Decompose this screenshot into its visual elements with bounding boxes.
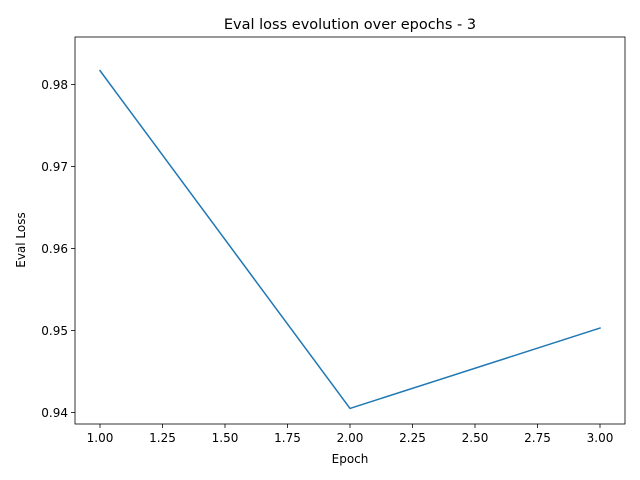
y-tick-label: 0.98 bbox=[41, 78, 68, 92]
x-tick-label: 1.00 bbox=[87, 431, 114, 445]
plot-area: 1.00 1.25 1.50 1.75 2.00 2.25 2.50 2.75 3.00 0.94… bbox=[41, 36, 626, 445]
x-tick-label: 2.50 bbox=[462, 431, 489, 445]
y-tick-label: 0.95 bbox=[41, 324, 68, 338]
x-tick-label: 2.00 bbox=[337, 431, 364, 445]
x-tick-label: 1.75 bbox=[274, 431, 301, 445]
x-tick-label: 1.25 bbox=[149, 431, 176, 445]
y-tick-label: 0.94 bbox=[41, 406, 68, 420]
series-line-0 bbox=[98, 69, 601, 410]
x-tick-label: 2.75 bbox=[524, 431, 551, 445]
x-tick-label: 3.00 bbox=[587, 431, 614, 445]
x-tick-label: 1.50 bbox=[212, 431, 239, 445]
chart-title: Eval loss evolution over epochs - 3 bbox=[224, 17, 476, 33]
x-tick-label: 2.25 bbox=[399, 431, 426, 445]
y-tick-label: 0.97 bbox=[41, 160, 68, 174]
y-axis-label: Eval Loss bbox=[14, 212, 28, 268]
y-tick-label: 0.96 bbox=[41, 242, 68, 256]
x-axis-label: Epoch bbox=[332, 452, 369, 466]
